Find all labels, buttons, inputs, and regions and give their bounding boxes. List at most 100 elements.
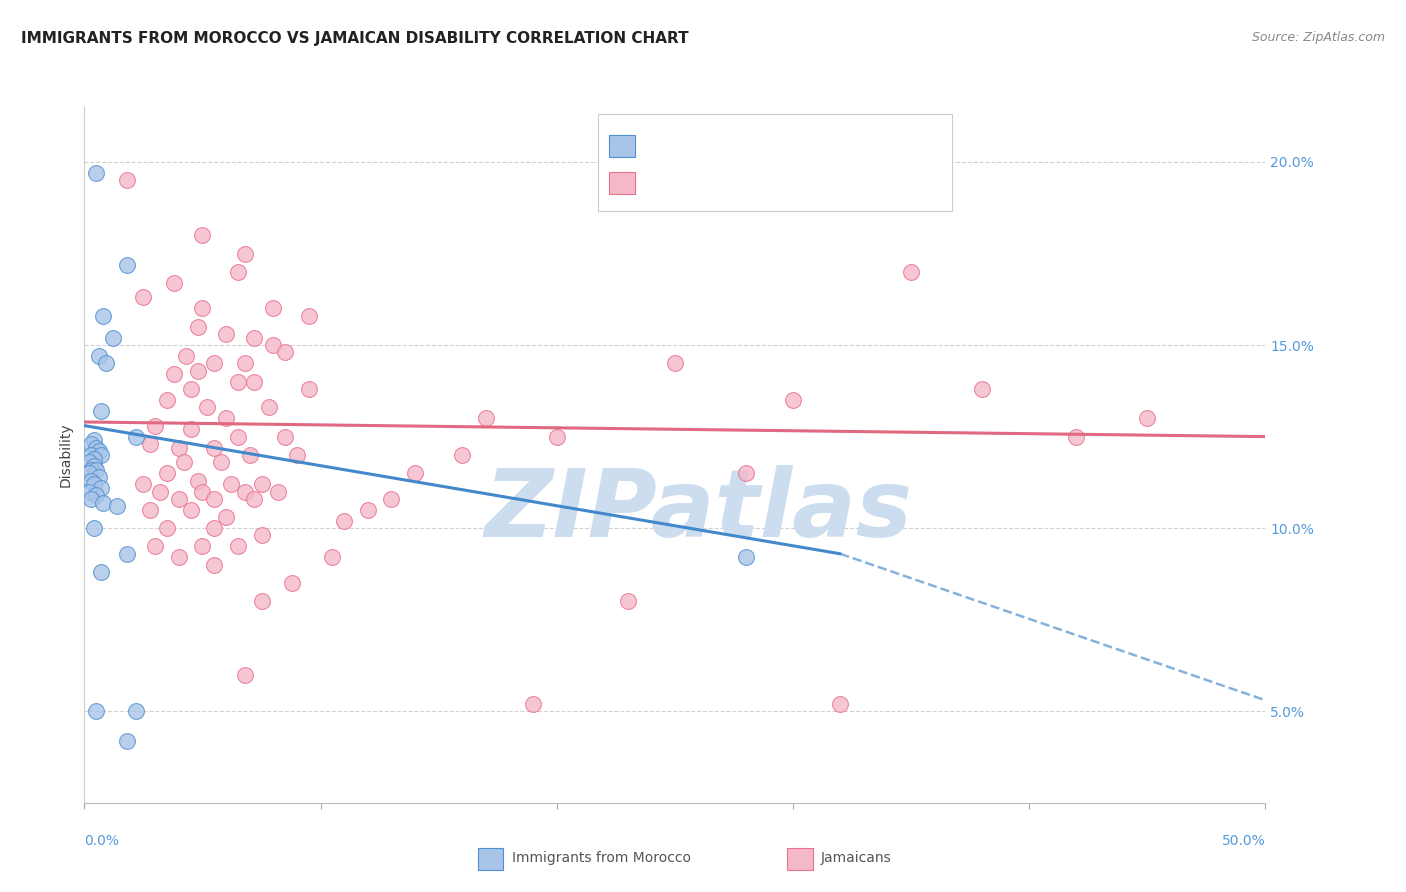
Point [91,495,114,509]
Text: Immigrants from Morocco: Immigrants from Morocco [512,851,690,865]
Text: -0.043: -0.043 [690,178,745,193]
Point [191,228,214,243]
Point [173,455,195,469]
Point [226,375,249,389]
Point [191,301,214,316]
Point [156,521,179,535]
Point [1136,411,1159,425]
Point [80,474,103,488]
Point [209,455,232,469]
Point [475,411,498,425]
Point [115,547,138,561]
Point [90,448,112,462]
Point [87,349,110,363]
Point [734,550,756,565]
Point [616,594,638,608]
Point [84,488,107,502]
Point [546,429,568,443]
Point [180,382,202,396]
Point [187,364,209,378]
Text: N =: N = [763,140,807,155]
Point [333,514,356,528]
Text: R =: R = [648,140,682,155]
Point [84,462,107,476]
Point [202,558,225,572]
Point [115,173,138,187]
Point [285,448,308,462]
Point [298,382,321,396]
Point [180,422,202,436]
Point [83,434,105,448]
Point [101,331,124,345]
Point [77,484,100,499]
Text: 82: 82 [814,178,837,193]
Point [233,246,256,260]
Point [239,448,262,462]
Point [451,448,474,462]
Point [257,401,280,415]
Point [243,491,266,506]
Point [267,484,290,499]
Point [80,448,103,462]
Point [143,540,166,554]
Text: 0.0%: 0.0% [84,834,120,848]
Point [77,467,100,481]
Text: Source: ZipAtlas.com: Source: ZipAtlas.com [1251,31,1385,45]
Point [900,265,922,279]
Point [156,392,179,407]
Point [226,429,249,443]
Point [782,392,804,407]
Point [115,258,138,272]
Point [830,697,852,711]
Point [83,477,105,491]
Point [191,484,214,499]
Point [84,441,107,455]
Point [187,474,209,488]
Point [233,484,256,499]
Point [250,477,273,491]
Point [139,503,162,517]
Point [115,733,138,747]
Point [233,356,256,370]
Point [90,404,112,418]
Point [94,356,117,370]
Point [143,418,166,433]
Point [167,491,190,506]
Point [107,499,129,513]
Text: ZIPatlas: ZIPatlas [485,465,912,557]
Point [149,484,172,499]
Point [132,290,155,304]
Point [262,301,284,316]
Point [84,166,107,180]
Point [83,451,105,466]
Point [734,467,756,481]
Point [380,491,402,506]
Point [202,521,225,535]
Point [90,565,112,579]
Point [77,455,100,469]
Text: N =: N = [763,178,807,193]
Point [250,594,273,608]
Point [233,667,256,681]
Text: 36: 36 [814,140,837,155]
Point [243,375,266,389]
Point [163,276,186,290]
Point [215,411,238,425]
Point [250,528,273,542]
Point [243,331,266,345]
Point [202,491,225,506]
Point [219,477,242,491]
Text: Jamaicans: Jamaicans [821,851,891,865]
Point [274,429,297,443]
Point [132,477,155,491]
Point [83,458,105,473]
Point [404,467,426,481]
Point [125,429,148,443]
Point [80,491,103,506]
Point [80,437,103,451]
Text: R =: R = [648,178,682,193]
Point [180,503,202,517]
Point [522,697,544,711]
Point [226,540,249,554]
Point [167,441,190,455]
